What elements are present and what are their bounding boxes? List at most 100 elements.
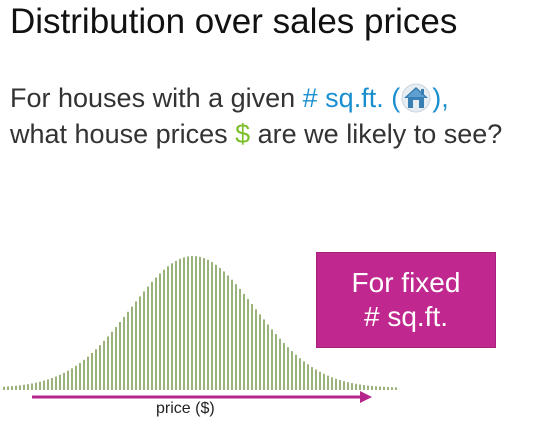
distribution-bar (331, 377, 333, 390)
distribution-bar (291, 351, 293, 390)
distribution-bar (87, 356, 89, 390)
question-text: For houses with a given # sq.ft. ( ), wh… (10, 80, 502, 152)
distribution-bar (367, 385, 369, 390)
distribution-bar (299, 358, 301, 390)
distribution-bar (347, 382, 349, 390)
distribution-bar (271, 329, 273, 390)
distribution-bar (3, 386, 5, 390)
distribution-bar (199, 256, 201, 390)
distribution-bar (339, 380, 341, 390)
distribution-bar (15, 385, 17, 390)
distribution-bar (351, 383, 353, 390)
distribution-bar (151, 281, 153, 390)
distribution-bar (363, 385, 365, 390)
question-line2-suffix: are we likely to see? (250, 119, 503, 149)
distribution-bar (311, 367, 313, 390)
distribution-bar (295, 354, 297, 390)
distribution-bar (223, 271, 225, 390)
distribution-bar (167, 266, 169, 390)
distribution-bar (95, 349, 97, 390)
distribution-bar (135, 301, 137, 390)
distribution-bar (115, 326, 117, 390)
distribution-bar (171, 263, 173, 390)
distribution-bar (119, 322, 121, 390)
distribution-bar (243, 293, 245, 390)
distribution-bar (343, 381, 345, 390)
distribution-bar (335, 378, 337, 390)
distribution-bar (379, 386, 381, 390)
distribution-bar (215, 264, 217, 390)
distribution-bar (195, 256, 197, 390)
distribution-bar (187, 256, 189, 390)
distribution-bar (219, 267, 221, 390)
distribution-bar (139, 296, 141, 390)
distribution-bar (391, 387, 393, 390)
distribution-bar (163, 269, 165, 390)
question-line-2: what house prices $ are we likely to see… (10, 116, 502, 152)
distribution-bar (175, 260, 177, 390)
distribution-bar (43, 380, 45, 390)
distribution-bar (27, 384, 29, 390)
distribution-bar (19, 385, 21, 390)
question-line1-prefix: For houses with a given (10, 83, 303, 113)
distribution-bar (183, 257, 185, 390)
distribution-bar (155, 277, 157, 390)
distribution-bar (83, 359, 85, 390)
distribution-bar (91, 352, 93, 390)
distribution-bar (107, 336, 109, 390)
distribution-bar (211, 262, 213, 390)
house-icon (400, 83, 432, 113)
distribution-bar (79, 362, 81, 390)
distribution-bar (267, 324, 269, 390)
distribution-bar (159, 273, 161, 390)
distribution-bar (7, 386, 9, 390)
distribution-bar (99, 345, 101, 390)
distribution-bar (55, 376, 57, 390)
distribution-bar (51, 378, 53, 390)
distribution-bar (23, 384, 25, 390)
distribution-bar (111, 331, 113, 390)
distribution-bar (279, 338, 281, 390)
distribution-bar (71, 368, 73, 390)
distribution-bar (123, 316, 125, 390)
distribution-bar (31, 383, 33, 390)
distribution-bar (47, 379, 49, 390)
fixed-sqft-box: For fixed # sq.ft. (316, 252, 496, 348)
distribution-bar (143, 291, 145, 390)
distribution-bar (127, 311, 129, 390)
distribution-bar (67, 370, 69, 390)
distribution-bar (231, 279, 233, 390)
distribution-bar (371, 385, 373, 390)
distribution-bar (327, 375, 329, 390)
arrow-head (360, 391, 372, 403)
distribution-bar (307, 364, 309, 390)
distribution-bar (239, 288, 241, 390)
price-distribution-plot (3, 256, 397, 403)
distribution-bars (3, 256, 397, 390)
distribution-bar (11, 386, 13, 390)
distribution-bar (255, 309, 257, 390)
distribution-bar (315, 369, 317, 390)
distribution-bar (235, 284, 237, 390)
distribution-bar (323, 373, 325, 390)
distribution-bar (287, 347, 289, 390)
distribution-bar (275, 334, 277, 390)
distribution-bar (319, 371, 321, 390)
question-line2-prefix: what house prices (10, 119, 236, 149)
distribution-bar (191, 256, 193, 390)
distribution-bar (375, 386, 377, 390)
sqft-highlight: # sq.ft. ( (302, 83, 401, 113)
distribution-bar (283, 343, 285, 390)
question-line-1: For houses with a given # sq.ft. ( ), (10, 80, 502, 116)
box-line-1: For fixed (351, 267, 461, 298)
distribution-bar (247, 298, 249, 390)
distribution-bar (147, 286, 149, 390)
distribution-bar (207, 259, 209, 390)
distribution-bar (39, 381, 41, 390)
distribution-bar (387, 387, 389, 390)
question-line1-suffix: ), (432, 83, 449, 113)
distribution-bar (227, 275, 229, 390)
distribution-bar (303, 361, 305, 390)
distribution-bar (75, 365, 77, 390)
distribution-bar (259, 314, 261, 390)
